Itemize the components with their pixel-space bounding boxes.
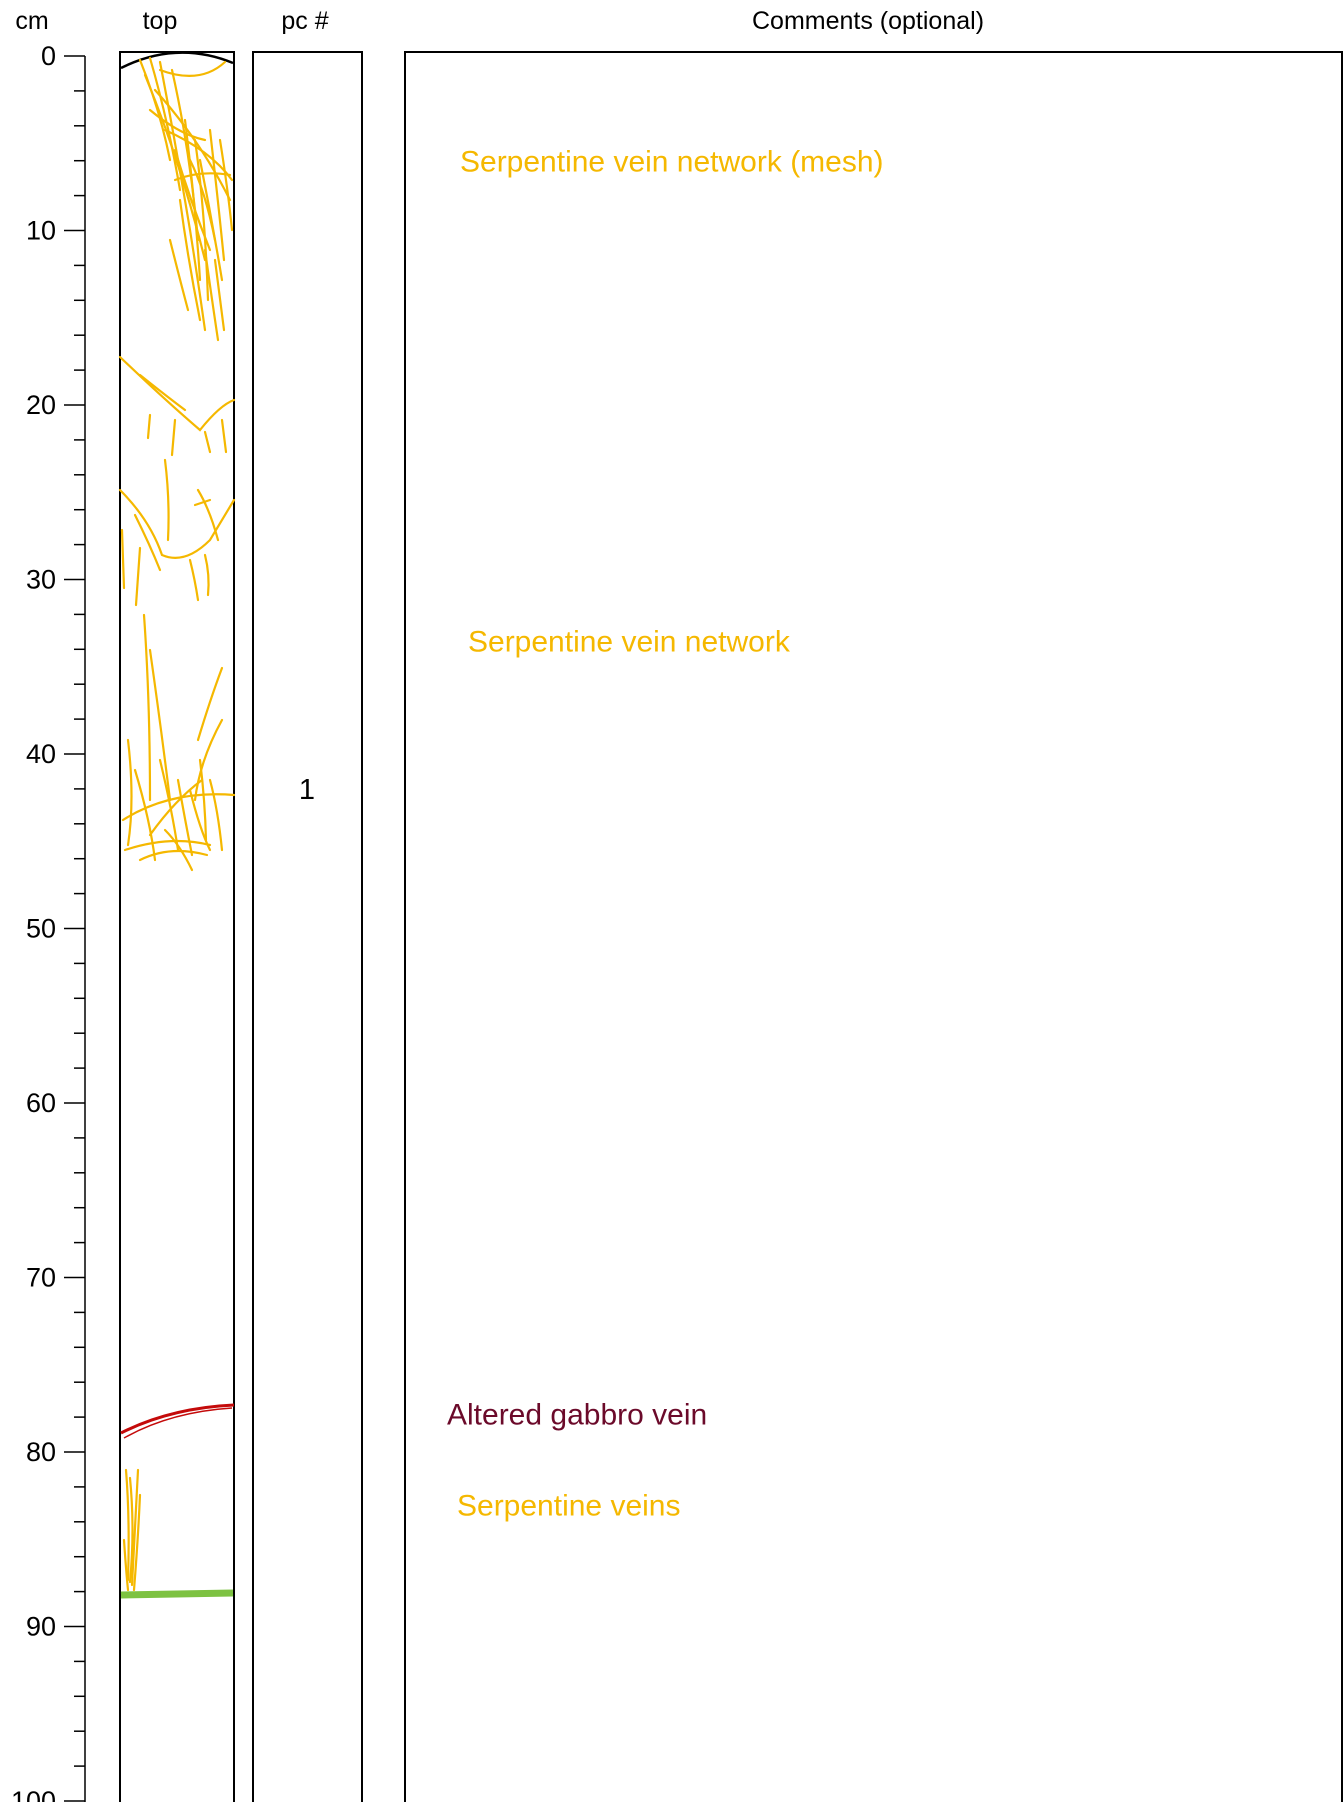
depth-tick-label: 20 (26, 390, 56, 420)
depth-tick-label: 70 (26, 1263, 56, 1293)
comment-text: Serpentine vein network (mesh) (460, 146, 884, 179)
piece-header: pc # (281, 7, 328, 35)
comments-list: Serpentine vein network (mesh) Serpentine… (447, 146, 884, 1523)
depth-tick-label: 10 (26, 216, 56, 246)
altered-gabbro-vein (120, 1403, 235, 1435)
serpentine-veins-lower (122, 1468, 142, 1592)
core-header: top (143, 7, 178, 35)
depth-tick-label: 0 (41, 41, 56, 71)
depth-tick-label: 80 (26, 1437, 56, 1467)
serpentine-mesh-veins (138, 56, 234, 342)
comment-text: Altered gabbro vein (447, 1399, 707, 1432)
serpentine-network-veins (118, 355, 236, 872)
depth-tick-label: 40 (26, 739, 56, 769)
green-band-vein (120, 1589, 234, 1599)
piece-column (252, 51, 363, 1802)
depth-tick-label: 60 (26, 1088, 56, 1118)
depth-tick-label: 100 (11, 1786, 56, 1802)
comment-text: Serpentine veins (457, 1489, 680, 1522)
comments-column (404, 51, 1343, 1802)
core-top-boundary (120, 51, 234, 70)
comment-text: Serpentine vein network (468, 626, 791, 659)
piece-number: 1 (299, 774, 315, 806)
depth-tick-label: 50 (26, 914, 56, 944)
depth-header: cm (15, 7, 48, 35)
comments-header: Comments (optional) (752, 7, 984, 35)
depth-tick-label: 30 (26, 565, 56, 595)
depth-axis: 0 10 20 30 40 50 60 70 80 90 100 (11, 41, 86, 1802)
altered-gabbro-vein-margin (123, 1407, 233, 1439)
depth-tick-label: 90 (26, 1612, 56, 1642)
